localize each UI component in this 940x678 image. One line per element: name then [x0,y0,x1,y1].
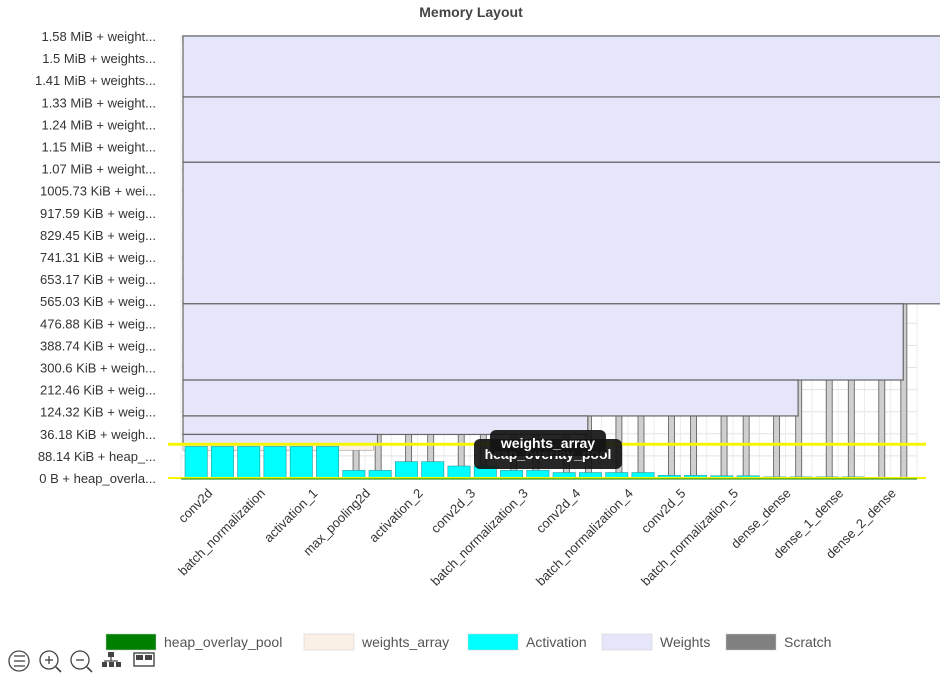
activation-bar [342,470,366,479]
activation-bar [447,465,471,479]
y-tick-label: 917.59 KiB + weig... [40,206,156,221]
list-icon-ring [8,650,30,672]
x-tick-label: conv2d_4 [533,486,583,536]
legend-item-activation[interactable]: Activation [467,633,587,651]
zoom-out-ring [70,650,90,670]
zoom-in-icon[interactable] [39,650,62,673]
x-tick-label: batch_normalization [175,486,268,579]
legend-label: Scratch [784,634,831,650]
hierarchy-node [109,662,114,667]
legend-swatch [725,633,777,651]
hierarchy-node [116,662,121,667]
x-tick-label: conv2d_3 [428,486,478,536]
hierarchy-node [102,662,107,667]
zoom-out-icon[interactable] [70,650,93,673]
tooltip-weights-array: weights_array [490,430,606,456]
y-tick-label: 476.88 KiB + weig... [40,316,156,331]
chart-title: Memory Layout [419,4,523,20]
x-tick-label: conv2d [175,486,215,526]
activation-bar [316,446,340,479]
layout-cell [145,655,152,660]
legend-label: heap_overlay_pool [164,634,282,650]
activation-bar [210,446,234,479]
weights-block [182,35,940,98]
hierarchy-icon[interactable] [102,652,121,667]
hierarchy-node [108,652,114,657]
layout-icon[interactable] [133,652,155,667]
zoom-in-ring [39,650,59,670]
y-tick-label: 741.31 KiB + weig... [40,250,156,265]
zoom-out-handle [86,666,93,673]
legend-item-scratch[interactable]: Scratch [725,633,831,651]
y-tick-label: 1.58 MiB + weight... [41,29,156,44]
activation-bar [500,470,524,479]
y-tick-label: 653.17 KiB + weig... [40,272,156,287]
x-tick-label: conv2d_5 [638,486,688,536]
y-tick-label: 36.18 KiB + weigh... [40,427,156,442]
y-tick-label: 1.24 MiB + weight... [41,117,156,132]
legend-label: Activation [526,634,587,650]
activation-bar [184,446,208,479]
y-tick-label: 1.15 MiB + weight... [41,140,156,155]
legend-item-heap-overlay-pool[interactable]: heap_overlay_pool [105,633,282,651]
legend-item-weights-array[interactable]: weights_array [303,633,449,651]
y-tick-label: 388.74 KiB + weig... [40,338,156,353]
y-axis: 0 B + heap_overla... 88.14 KiB + heap_...… [35,29,156,486]
weights-block [182,161,940,305]
legend: heap_overlay_pool weights_array Activation… [105,633,831,651]
legend-label: weights_array [361,634,449,650]
y-tick-label: 829.45 KiB + weig... [40,228,156,243]
legend-swatch [105,633,157,651]
activation-bar [421,461,445,479]
y-tick-label: 124.32 KiB + weig... [40,405,156,420]
weights-block [182,96,940,163]
y-tick-label: 1.07 MiB + weight... [41,162,156,177]
y-tick-label: 300.6 KiB + weigh... [40,361,156,376]
legend-swatch [601,633,653,651]
y-tick-label: 212.46 KiB + weig... [40,383,156,398]
x-tick-label: batch_normalization_4 [533,486,636,589]
layout-cell [136,655,143,660]
legend-swatch [467,633,519,651]
y-tick-label: 1.5 MiB + weights... [42,51,156,66]
weights-block [182,303,904,381]
y-tick-label: 1005.73 KiB + wei... [40,184,156,199]
list-icon[interactable] [8,650,30,672]
weights-block [182,379,799,417]
activation-bar [263,446,287,479]
y-tick-label: 0 B + heap_overla... [39,471,156,486]
layout-frame [133,652,155,667]
x-tick-label: batch_normalization_3 [428,486,531,589]
weights-block [182,415,589,436]
y-tick-label: 1.41 MiB + weights... [35,73,156,88]
legend-label: Weights [660,634,710,650]
legend-swatch [303,633,355,651]
toolbar [8,650,155,673]
tooltip-box [490,430,606,456]
x-tick-label: activation_2 [366,486,426,546]
activation-bar [368,470,392,479]
legend-item-weights[interactable]: Weights [601,633,710,651]
zoom-in-handle [55,666,62,673]
y-tick-label: 88.14 KiB + heap_... [38,449,156,464]
activation-bar [289,446,313,479]
activation-bar [237,446,261,479]
weights-series [182,35,940,451]
activation-bar [526,470,550,479]
x-tick-label: batch_normalization_5 [638,486,741,589]
x-axis: conv2dbatch_normalizationactivation_1max… [175,486,899,589]
y-tick-label: 1.33 MiB + weight... [41,95,156,110]
y-tick-label: 565.03 KiB + weig... [40,294,156,309]
activation-bar [394,461,418,479]
tooltip-label: weights_array [500,435,595,451]
